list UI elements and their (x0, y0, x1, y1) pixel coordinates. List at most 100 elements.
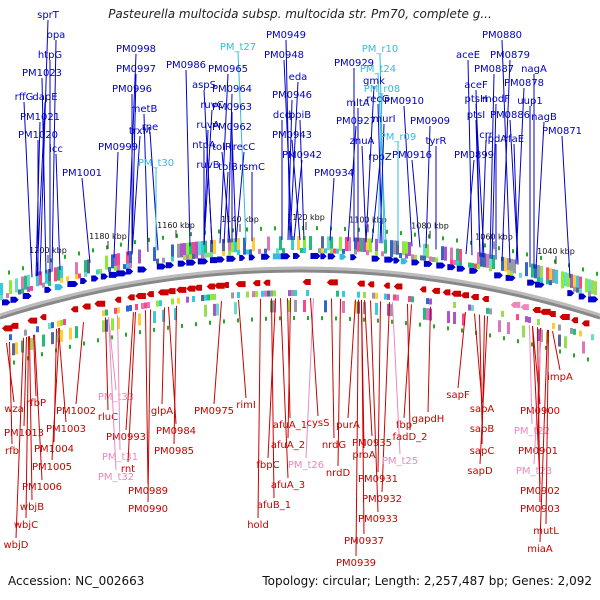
forward-leader-line (561, 135, 571, 278)
forward-gene-label: ntpA (192, 140, 216, 151)
reverse-gene-label: miaA (527, 544, 553, 555)
forward-leader-line (371, 161, 381, 243)
cog-block-inner-reverse (411, 296, 414, 303)
forward-gene-label: dcd (273, 110, 291, 121)
cog-block-inner-reverse (126, 305, 129, 312)
cog-block-outer-forward (510, 258, 513, 273)
forward-gene-label: ppiB (289, 110, 311, 121)
cog-block-outer-forward (213, 239, 216, 254)
forward-leader-line (55, 153, 61, 270)
cog-block-outer-reverse (522, 325, 525, 338)
tick-mark-outer (176, 233, 178, 238)
cog-block-inner-forward (246, 249, 249, 255)
kbp-tick-label: 1100 kbp (349, 215, 387, 224)
cog-block-inner-reverse (453, 302, 456, 309)
cog-block-outer-reverse (354, 301, 357, 314)
reverse-leader-line (58, 328, 67, 423)
cog-block-outer-forward (252, 237, 255, 252)
forward-gene-label: PM_t30 (138, 158, 174, 169)
cog-block-inner-forward (549, 280, 552, 286)
tick-mark-outer (218, 229, 220, 234)
tick-mark-inner (363, 317, 365, 322)
forward-leader-line (501, 59, 511, 262)
tick-mark-inner (125, 332, 127, 337)
reverse-gene-arrow (431, 287, 440, 294)
cog-block-inner-reverse (288, 290, 291, 297)
tick-mark-inner (321, 316, 323, 321)
cog-block-outer-reverse (105, 319, 108, 332)
forward-gene-arrow (156, 263, 167, 270)
forward-gene-label: PM_t27 (220, 42, 256, 53)
tick-mark-outer (36, 262, 38, 267)
reverse-leader-line (267, 298, 276, 459)
tick-mark-outer (246, 227, 248, 232)
cog-block-outer-reverse (558, 334, 561, 347)
cog-block-outer-forward (444, 246, 447, 261)
reverse-gene-label: fadD_2 (392, 432, 427, 443)
reverse-leader-line (25, 336, 29, 519)
cog-block-inner-reverse (237, 292, 240, 299)
cog-block-outer-forward (201, 241, 204, 256)
cog-block-outer-forward (45, 269, 48, 284)
cog-block-inner-reverse (231, 292, 234, 299)
forward-gene-label: PM0943 (272, 130, 312, 141)
tick-mark-outer (316, 226, 318, 231)
tick-mark-inner (503, 336, 505, 341)
forward-gene-label: PM0916 (392, 150, 432, 161)
forward-gene-arrow (494, 272, 503, 279)
cog-block-outer-reverse (294, 300, 297, 313)
reverse-gene-label: PM1013 (4, 428, 44, 439)
reverse-leader-line (364, 300, 373, 437)
reverse-gene-arrow (176, 286, 187, 293)
reverse-gene-label: PM1003 (46, 424, 86, 435)
tick-mark-inner (461, 328, 463, 333)
cog-block-inner-forward (183, 255, 186, 261)
cog-block-outer-forward (354, 237, 357, 252)
cog-block-outer-forward (546, 267, 549, 282)
forward-gene-arrow (217, 256, 225, 263)
cog-block-inner-forward (432, 256, 435, 262)
cog-block-inner-forward (546, 279, 549, 285)
cog-block-outer-reverse (51, 332, 54, 345)
cog-block-outer-forward (483, 253, 486, 268)
cog-block-outer-reverse (582, 341, 585, 354)
kbp-tick-label: 1140 kbp (221, 215, 259, 224)
cog-block-inner-reverse (9, 334, 12, 341)
cog-block-inner-forward (318, 248, 321, 254)
page-title: Pasteurella multocida subsp. multocida s… (108, 7, 492, 21)
cog-block-inner-forward (477, 264, 480, 270)
cog-block-outer-forward (24, 275, 27, 290)
cog-block-inner-forward (21, 288, 24, 294)
cog-block-outer-forward (267, 236, 270, 251)
cog-block-inner-forward (453, 260, 456, 266)
reverse-gene-label: PM1002 (56, 406, 96, 417)
forward-gene-label: PM1023 (22, 68, 62, 79)
cog-block-inner-forward (573, 286, 576, 292)
cog-block-outer-forward (192, 241, 195, 256)
reverse-gene-label: PM_t25 (382, 456, 418, 467)
cog-block-inner-forward (468, 262, 471, 268)
cog-block-inner-forward (282, 248, 285, 254)
tick-mark-outer (134, 240, 136, 245)
tick-mark-outer (554, 259, 556, 264)
reverse-leader-line (108, 316, 117, 391)
tick-mark-inner (167, 325, 169, 330)
reverse-gene-arrow (252, 280, 261, 287)
cog-block-outer-reverse (387, 303, 390, 316)
tick-mark-outer (22, 266, 24, 271)
cog-block-inner-forward (192, 253, 195, 259)
forward-leader-line (513, 143, 519, 265)
cog-block-outer-forward (396, 240, 399, 255)
cog-block-inner-reverse (357, 291, 360, 298)
forward-leader-line (149, 131, 159, 251)
tick-mark-inner (531, 342, 533, 347)
forward-gene-arrow (339, 253, 347, 260)
tick-mark-outer (484, 243, 486, 248)
reverse-gene-arrow (460, 292, 470, 299)
reverse-gene-arrow (383, 282, 390, 289)
reverse-leader-line (51, 327, 60, 461)
tick-mark-inner (69, 344, 71, 349)
tick-mark-outer (456, 238, 458, 243)
cog-block-inner-reverse (117, 307, 120, 314)
forward-gene-arrow (320, 253, 327, 260)
